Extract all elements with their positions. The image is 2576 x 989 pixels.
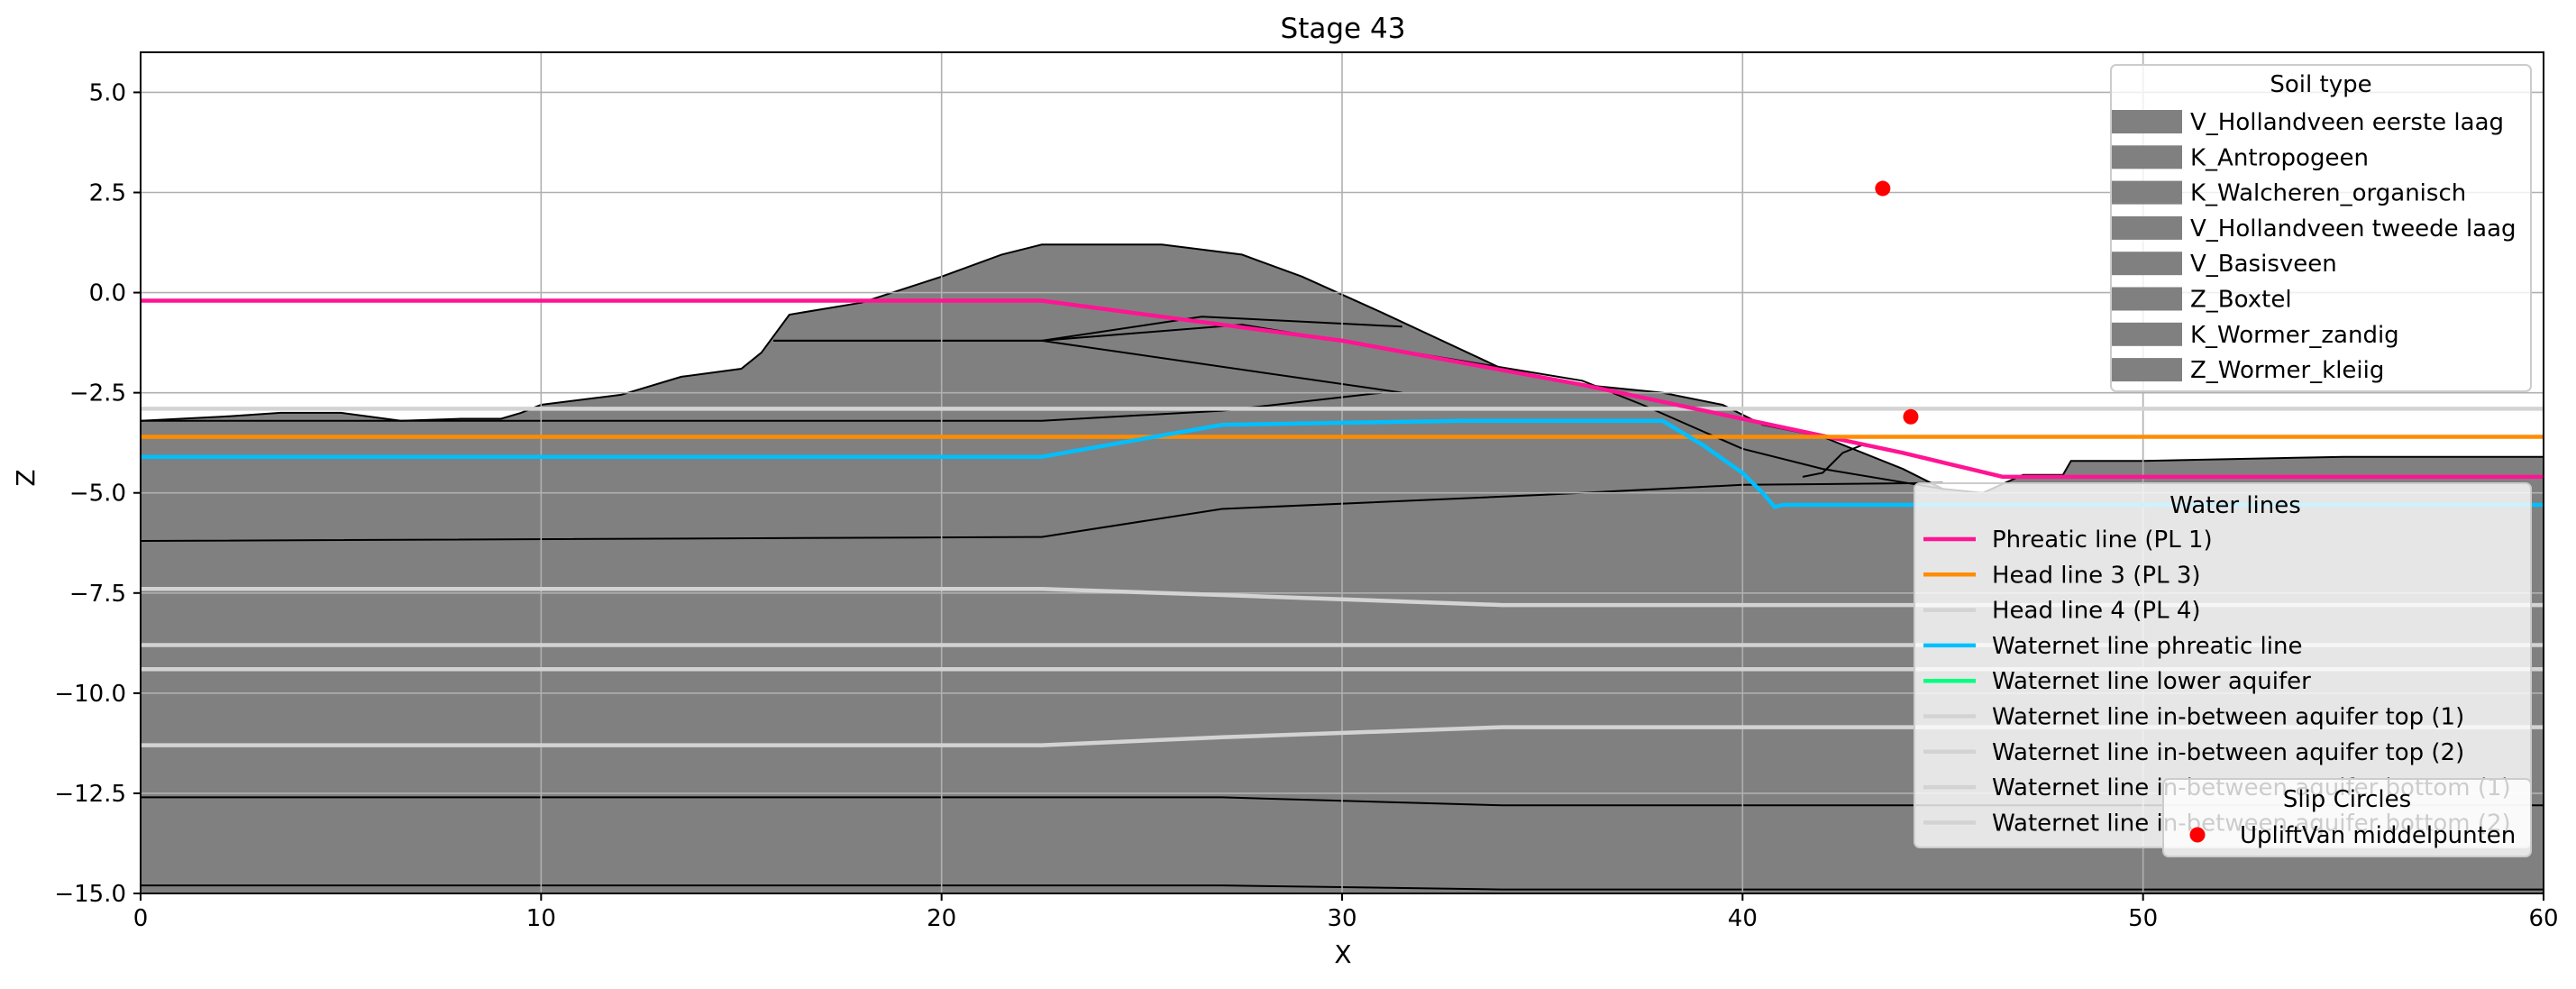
y-tick-label: −10.0 [54,681,126,708]
slip-circles-legend-title: Slip Circles [2283,786,2411,813]
layer-boundary-3 [1041,324,1943,490]
y-tick-label: 2.5 [89,180,126,207]
soil-type-legend-title: Soil type [2270,71,2371,98]
water-lines-legend-title: Water lines [2170,492,2301,519]
water-line-1 [141,298,2544,480]
soil-legend-label: Z_Wormer_kleiig [2190,357,2384,384]
soil-legend-swatch [2112,358,2182,382]
y-tick-label: −5.0 [69,481,126,508]
soil-legend-swatch [2112,215,2182,240]
water-legend-label: Waternet line phreatic line [1992,633,2302,660]
water-line-4 [141,418,2544,509]
y-tick-label: −12.5 [54,781,126,808]
soil-type-legend [2110,64,2532,392]
soil-legend-swatch [2112,110,2182,133]
waternet-grey-line-5 [141,725,2544,747]
water-legend-label: Waternet line in-between aquifer top (2) [1992,739,2464,766]
x-tick-label: 40 [1728,905,1758,932]
soil-legend-swatch [2112,322,2182,346]
water-legend-label: Phreatic line (PL 1) [1992,527,2213,554]
soil-legend-swatch [2112,180,2182,205]
y-tick-label: 0.0 [89,280,126,307]
layer-boundary-6 [141,481,1943,542]
x-tick-label: 0 [133,905,149,932]
soil-legend-swatch [2112,287,2182,311]
x-tick-label: 30 [1327,905,1357,932]
slip-legend-marker [2189,827,2206,843]
soil-legend-label: V_Hollandveen eerste laag [2190,109,2504,136]
soil-legend-label: K_Antropogeen [2190,144,2369,171]
layer-boundary-8 [141,884,2544,891]
x-tick-label: 10 [526,905,556,932]
water-legend-label: Waternet line in-between aquifer top (1) [1992,704,2464,731]
slip-legend-label: UpliftVan middelpunten [2240,822,2516,849]
soil-legend-label: Z_Boxtel [2190,287,2292,314]
x-tick-label: 50 [2128,905,2158,932]
soil-legend-swatch [2112,252,2182,276]
slip-circles-legend [2162,778,2532,857]
water-legend-label: Head line 3 (PL 3) [1992,562,2201,589]
slip-circle-point-1 [1875,180,1891,197]
soil-legend-swatch [2112,145,2182,169]
y-tick-label: 5.0 [89,79,126,106]
soil-legend-label: K_Wormer_zandig [2190,322,2399,349]
water-legend-label: Waternet line lower aquifer [1992,668,2311,695]
x-axis-title: X [1334,939,1351,969]
layer-boundary-5 [1802,444,1863,478]
y-tick-label: −2.5 [69,380,126,408]
soil-legend-label: V_Basisveen [2190,251,2337,278]
waternet-grey-line-2 [141,587,2544,608]
y-axis-title: Z [11,469,41,486]
slip-circle-point-2 [1903,408,1919,425]
soil-legend-label: K_Walcheren_organisch [2190,180,2466,207]
x-tick-label: 20 [927,905,956,932]
x-tick-label: 60 [2528,905,2558,932]
water-legend-label: Head line 4 (PL 4) [1992,598,2201,625]
y-tick-label: −15.0 [54,881,126,908]
chart-title: Stage 43 [1281,13,1406,45]
y-tick-label: −7.5 [69,581,126,608]
layer-boundary-4 [141,391,1383,422]
soil-legend-label: V_Hollandveen tweede laag [2190,215,2517,243]
